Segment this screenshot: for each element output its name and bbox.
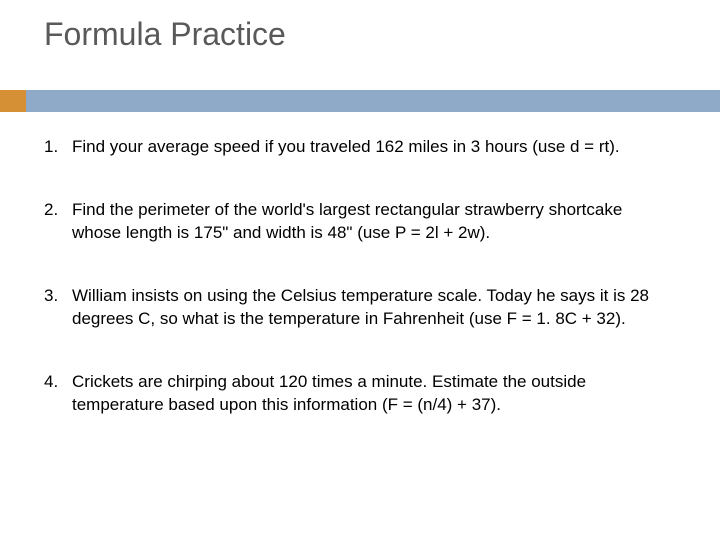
list-item: 1. Find your average speed if you travel…	[44, 136, 676, 159]
accent-tab	[0, 90, 26, 112]
item-number: 2.	[44, 199, 72, 245]
list-item: 3. William insists on using the Celsius …	[44, 285, 676, 331]
item-text: Crickets are chirping about 120 times a …	[72, 371, 676, 417]
accent-bar	[0, 90, 720, 112]
slide-title: Formula Practice	[44, 16, 286, 53]
item-number: 1.	[44, 136, 72, 159]
list-item: 2. Find the perimeter of the world's lar…	[44, 199, 676, 245]
item-number: 3.	[44, 285, 72, 331]
list-item: 4. Crickets are chirping about 120 times…	[44, 371, 676, 417]
item-number: 4.	[44, 371, 72, 417]
item-text: Find the perimeter of the world's larges…	[72, 199, 676, 245]
item-text: William insists on using the Celsius tem…	[72, 285, 676, 331]
item-text: Find your average speed if you traveled …	[72, 136, 676, 159]
content-list: 1. Find your average speed if you travel…	[44, 136, 676, 457]
